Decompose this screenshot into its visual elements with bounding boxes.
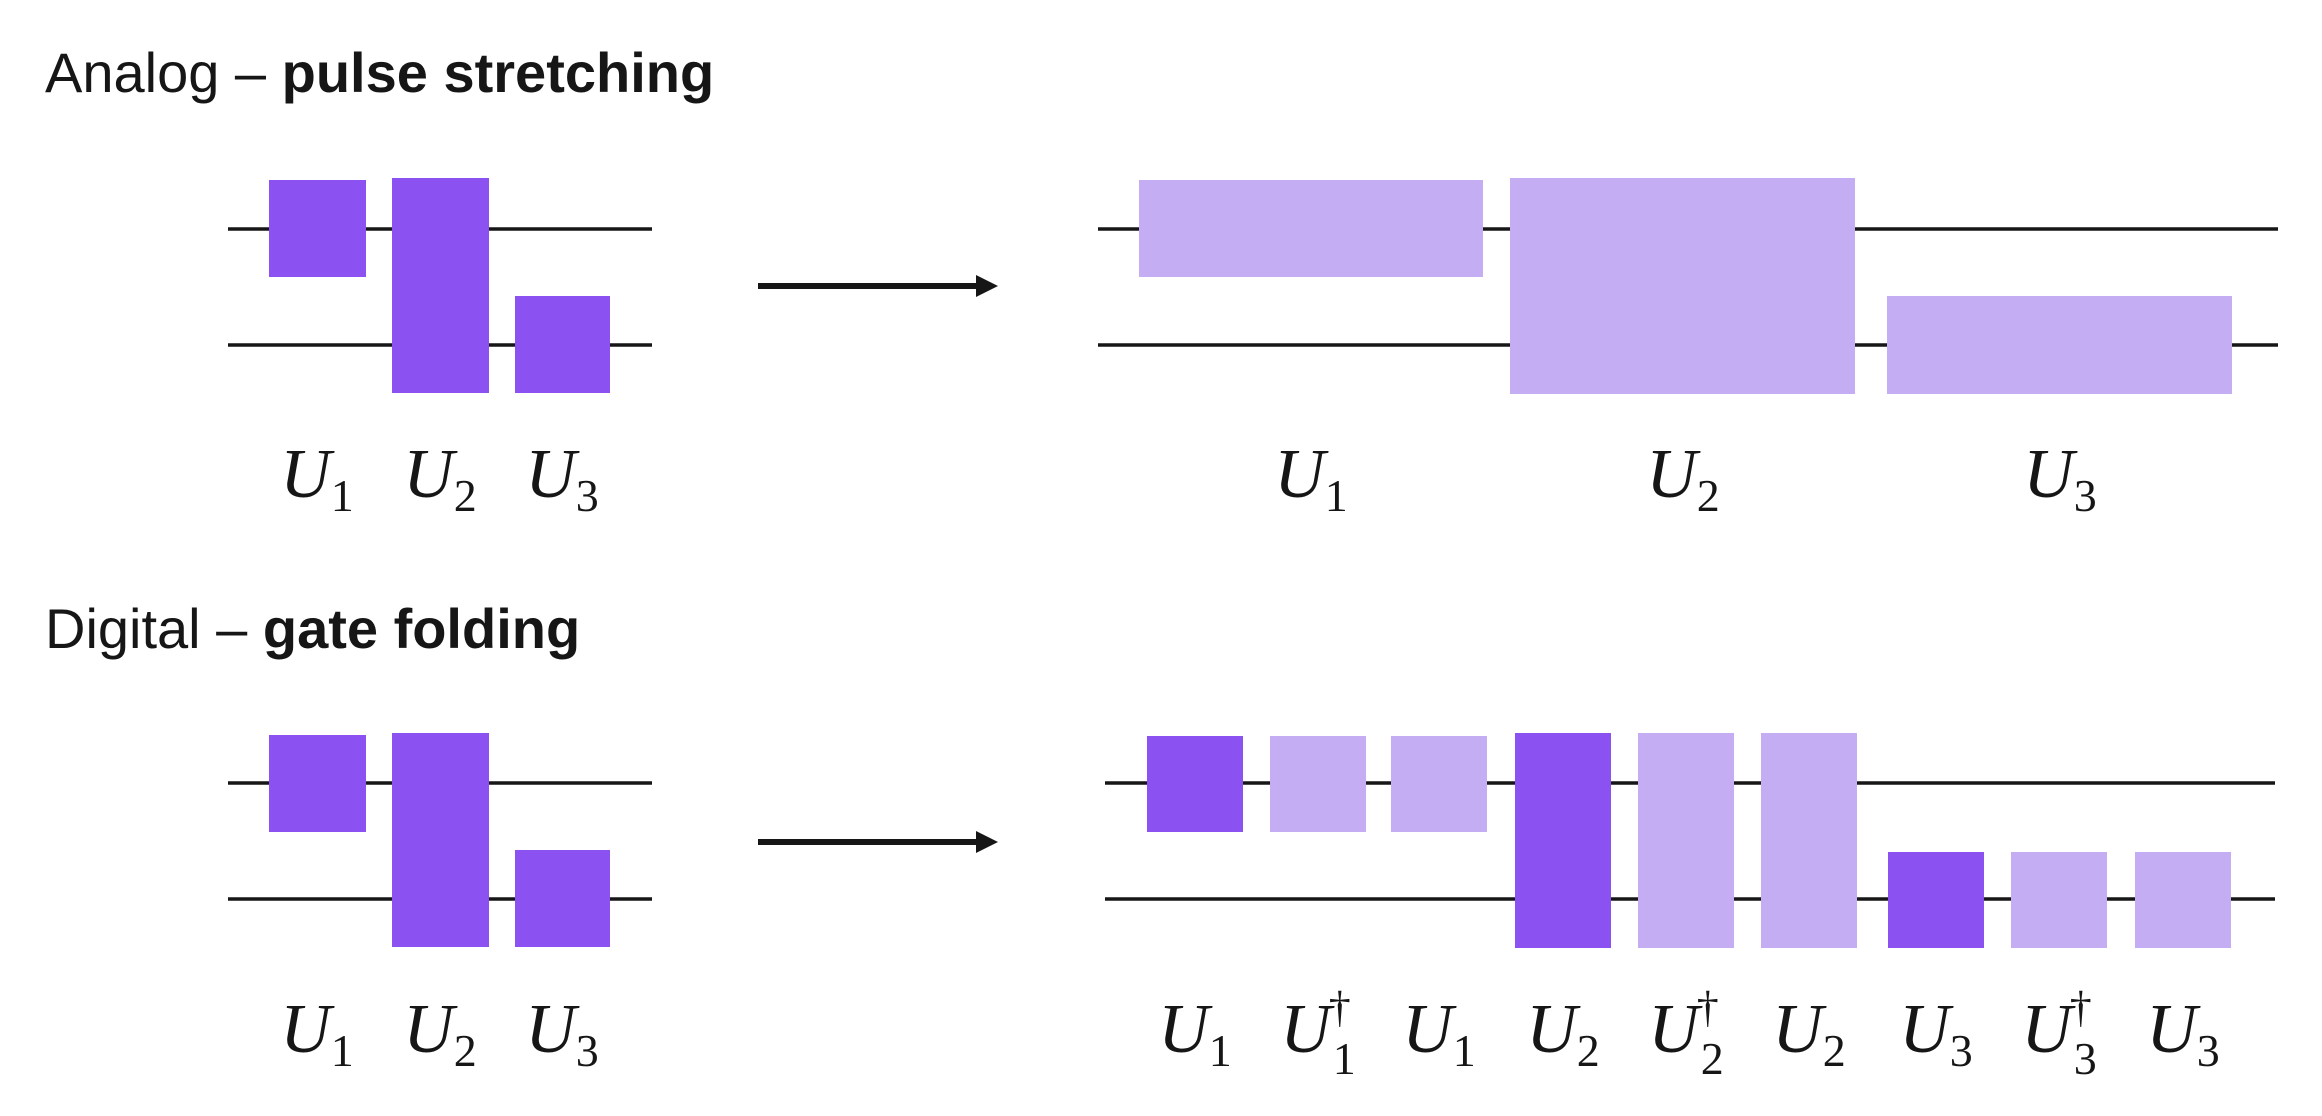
dagger-superscript: † xyxy=(2070,983,2092,1032)
gate-label-subscript: 3 xyxy=(576,470,599,521)
gate-label: U† 3 xyxy=(2021,983,2097,1084)
gate-label-base: U xyxy=(280,991,335,1068)
gate-label-base: U xyxy=(525,991,580,1068)
gate-label-subscript: 3 xyxy=(2074,470,2097,521)
folded-gate-u3-repeat xyxy=(2135,852,2231,948)
analog-heading: Analog – pulse stretching xyxy=(45,41,714,104)
digital-output-labels: U1 U† 1 U1 U2 U† 2 U2 U3 U† 3 U3 xyxy=(1158,983,2220,1084)
dagger-superscript: † xyxy=(1697,983,1719,1032)
analog-heading-prefix: Analog – xyxy=(45,41,282,104)
analog-heading-bold: pulse stretching xyxy=(282,41,715,104)
gate-label: U1 xyxy=(1274,436,1348,521)
arrow-head-icon xyxy=(976,275,998,297)
gate-label-base: U xyxy=(403,436,458,513)
gate-label: U† 1 xyxy=(1280,983,1356,1084)
gate-label-base: U xyxy=(1402,991,1457,1068)
gate-label-base: U xyxy=(2021,991,2076,1068)
digital-output-circuit xyxy=(1105,733,2275,948)
gate-label-subscript: 1 xyxy=(1325,470,1348,521)
gate-label: U1 xyxy=(1402,991,1476,1076)
arrow-head-icon xyxy=(976,831,998,853)
gate-label: U1 xyxy=(280,436,354,521)
gate-label-base: U xyxy=(1899,991,1954,1068)
gate-label: U2 xyxy=(1646,436,1720,521)
gate-label-base: U xyxy=(2023,436,2078,513)
folded-gate-u2 xyxy=(1515,733,1611,948)
gate-label: U† 2 xyxy=(1648,983,1724,1084)
gate-u1 xyxy=(269,735,366,832)
gate-label: U3 xyxy=(525,436,599,521)
digital-heading-prefix: Digital – xyxy=(45,597,263,660)
gate-label: U3 xyxy=(1899,991,1973,1076)
gate-label: U2 xyxy=(1526,991,1600,1076)
digital-input-circuit xyxy=(228,733,652,947)
analog-output-circuit xyxy=(1098,178,2278,394)
gate-label-base: U xyxy=(403,991,458,1068)
analog-input-labels: U1 U2 U3 xyxy=(280,436,599,521)
gate-label-subscript: 2 xyxy=(1701,1033,1724,1084)
gate-label-subscript: 2 xyxy=(1823,1025,1846,1076)
folded-gate-u1-repeat xyxy=(1391,736,1487,832)
gate-u2 xyxy=(392,733,489,947)
gate-label: U3 xyxy=(2146,991,2220,1076)
gate-label-subscript: 1 xyxy=(1453,1025,1476,1076)
gate-u2 xyxy=(392,178,489,393)
gate-label: U3 xyxy=(2023,436,2097,521)
analog-input-circuit xyxy=(228,178,652,393)
gate-label: U3 xyxy=(525,991,599,1076)
stretched-gate-u2 xyxy=(1510,178,1855,394)
analog-arrow xyxy=(758,275,998,297)
gate-label-base: U xyxy=(1772,991,1827,1068)
folded-gate-u1 xyxy=(1147,736,1243,832)
dagger-superscript: † xyxy=(1329,983,1351,1032)
gate-label-subscript: 1 xyxy=(1333,1033,1356,1084)
gate-label-subscript: 2 xyxy=(454,470,477,521)
gate-label-subscript: 1 xyxy=(331,1025,354,1076)
gate-label-base: U xyxy=(525,436,580,513)
gate-label-subscript: 1 xyxy=(331,470,354,521)
gate-label: U2 xyxy=(1772,991,1846,1076)
gate-label-base: U xyxy=(1648,991,1703,1068)
folded-gate-u3 xyxy=(1888,852,1984,948)
stretched-gate-u3 xyxy=(1887,296,2232,394)
gate-label-subscript: 2 xyxy=(1577,1025,1600,1076)
gate-label-base: U xyxy=(1158,991,1213,1068)
gate-label-subscript: 3 xyxy=(2197,1025,2220,1076)
gate-label-subscript: 2 xyxy=(454,1025,477,1076)
gate-label: U1 xyxy=(1158,991,1232,1076)
analog-output-labels: U1 U2 U3 xyxy=(1274,436,2097,521)
folded-gate-u2-repeat xyxy=(1761,733,1857,948)
folded-gate-u2-dagger xyxy=(1638,733,1734,948)
gate-label: U2 xyxy=(403,991,477,1076)
gate-label-subscript: 3 xyxy=(576,1025,599,1076)
stretched-gate-u1 xyxy=(1139,180,1483,277)
gate-label-base: U xyxy=(1280,991,1335,1068)
gate-label-subscript: 2 xyxy=(1697,470,1720,521)
digital-input-labels: U1 U2 U3 xyxy=(280,991,599,1076)
gate-label: U1 xyxy=(280,991,354,1076)
gate-label-subscript: 3 xyxy=(1950,1025,1973,1076)
gate-label-base: U xyxy=(1526,991,1581,1068)
gate-label: U2 xyxy=(403,436,477,521)
gate-label-base: U xyxy=(1646,436,1701,513)
gate-label-base: U xyxy=(2146,991,2201,1068)
digital-heading-bold: gate folding xyxy=(263,597,580,660)
gate-label-base: U xyxy=(1274,436,1329,513)
folded-gate-u3-dagger xyxy=(2011,852,2107,948)
digital-heading: Digital – gate folding xyxy=(45,597,580,660)
gate-label-base: U xyxy=(280,436,335,513)
gate-u3 xyxy=(515,296,610,393)
gate-u1 xyxy=(269,180,366,277)
folded-gate-u1-dagger xyxy=(1270,736,1366,832)
gate-label-subscript: 1 xyxy=(1209,1025,1232,1076)
digital-arrow xyxy=(758,831,998,853)
gate-label-subscript: 3 xyxy=(2074,1033,2097,1084)
gate-u3 xyxy=(515,850,610,947)
